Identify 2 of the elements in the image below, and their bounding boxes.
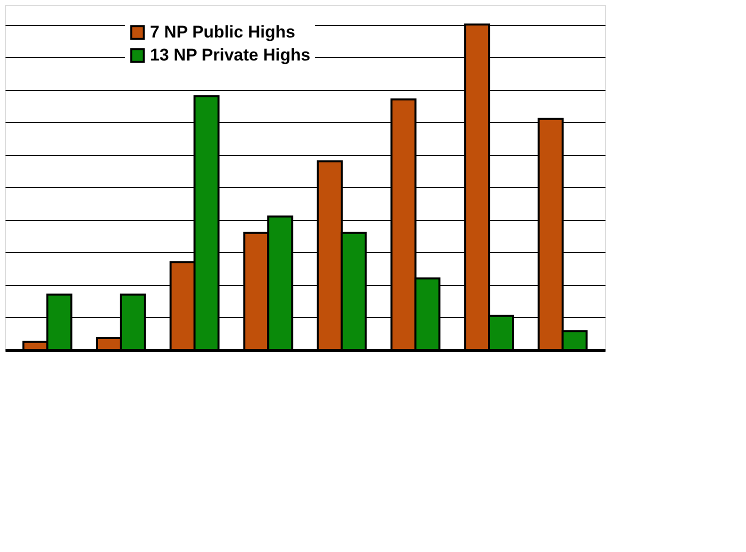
legend-label: 7 NP Public Highs xyxy=(150,22,296,42)
legend-label: 13 NP Private Highs xyxy=(150,46,310,64)
